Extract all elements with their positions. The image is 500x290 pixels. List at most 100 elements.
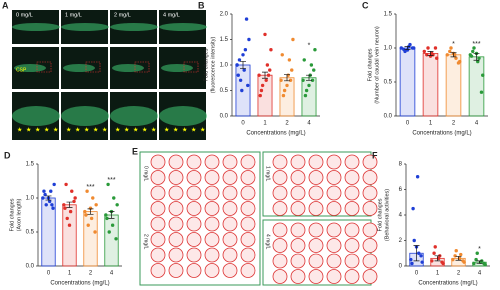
- x-tick-label: 2: [452, 121, 456, 127]
- data-point: [290, 68, 294, 72]
- well: [186, 263, 202, 278]
- well: [344, 238, 360, 253]
- well: [362, 222, 378, 238]
- y-tick-label: 1.0: [220, 63, 229, 69]
- well: [362, 269, 378, 284]
- well: [168, 201, 184, 216]
- well: [272, 154, 288, 170]
- error-bar: [413, 245, 420, 262]
- data-point: [301, 78, 305, 83]
- y-tick-label: 1.0: [26, 196, 35, 202]
- star: ★: [44, 127, 49, 134]
- data-point: [105, 216, 109, 221]
- well: [204, 170, 220, 185]
- data-point: [477, 56, 481, 60]
- data-point: [474, 257, 478, 262]
- data-point: [410, 46, 415, 50]
- well: [186, 201, 202, 216]
- condition-label: 0 mg/L: [16, 12, 33, 18]
- data-point: [307, 83, 311, 88]
- well: [290, 222, 306, 238]
- data-point: [257, 73, 261, 77]
- roi-box: [36, 61, 52, 73]
- well: [150, 170, 166, 185]
- well: [344, 222, 360, 238]
- data-point: [263, 32, 267, 37]
- data-point: [238, 78, 243, 83]
- data-point: [73, 196, 77, 200]
- well: [222, 247, 238, 263]
- x-tick-label: 1: [68, 271, 72, 277]
- panel-letter: A: [2, 0, 9, 10]
- y-axis-label: (Number of caudal vein neuron): [374, 26, 380, 104]
- well: [308, 154, 324, 170]
- data-point: [107, 230, 111, 234]
- data-point: [435, 56, 439, 60]
- well: [240, 154, 256, 170]
- x-axis-label: Concentrations (mg/L): [412, 131, 471, 137]
- star: ★: [84, 127, 89, 134]
- well: [344, 269, 360, 284]
- data-point: [246, 83, 250, 88]
- error-bar: [45, 195, 52, 201]
- data-point: [47, 199, 52, 204]
- x-axis-label: Concentrations (mg/L): [418, 281, 477, 287]
- data-point: [260, 83, 265, 88]
- error-bar: [306, 74, 312, 81]
- data-point: [112, 196, 116, 200]
- data-point: [243, 48, 248, 52]
- roi-box: [183, 61, 199, 73]
- well: [168, 232, 184, 247]
- fish-body: [110, 23, 158, 31]
- star: ★: [53, 127, 58, 134]
- star: ★: [35, 127, 40, 134]
- well: [272, 222, 288, 238]
- data-point: [415, 175, 420, 179]
- fish-body: [112, 64, 144, 72]
- error-bar: [427, 51, 434, 56]
- well: [240, 185, 256, 201]
- data-point: [304, 88, 309, 93]
- data-point: [104, 213, 108, 217]
- data-point: [280, 53, 284, 57]
- data-point: [419, 254, 423, 258]
- x-tick-label: 1: [436, 271, 440, 277]
- data-point: [279, 78, 283, 83]
- well: [204, 247, 220, 263]
- error-bar: [262, 71, 268, 79]
- well: [272, 201, 288, 216]
- data-point: [471, 49, 475, 54]
- data-point: [89, 216, 94, 221]
- star: ★: [200, 127, 205, 134]
- bar: [62, 204, 77, 267]
- well: [204, 185, 220, 201]
- well: [168, 170, 184, 185]
- well: [326, 238, 342, 253]
- data-point: [269, 48, 273, 52]
- bar: [422, 53, 439, 117]
- well: [150, 216, 166, 232]
- star: ★: [66, 127, 71, 134]
- well: [222, 185, 238, 201]
- significance: *: [478, 246, 481, 253]
- y-tick-label: 1.5: [26, 162, 35, 168]
- data-point: [52, 182, 56, 187]
- x-tick-label: 4: [475, 121, 479, 127]
- condition-label: 2 mg/L: [143, 234, 149, 250]
- panel-letter: B: [198, 0, 205, 10]
- well: [290, 154, 306, 170]
- well: [344, 201, 360, 216]
- y-axis-label: (Behavioral activities): [384, 189, 390, 241]
- well: [204, 263, 220, 278]
- x-tick-label: 0: [241, 121, 245, 127]
- data-point: [461, 259, 465, 263]
- data-point: [430, 259, 434, 263]
- well: [204, 201, 220, 216]
- data-point: [62, 203, 66, 207]
- data-point: [83, 209, 87, 214]
- data-point: [247, 37, 251, 42]
- well: [362, 170, 378, 185]
- well: [150, 232, 166, 247]
